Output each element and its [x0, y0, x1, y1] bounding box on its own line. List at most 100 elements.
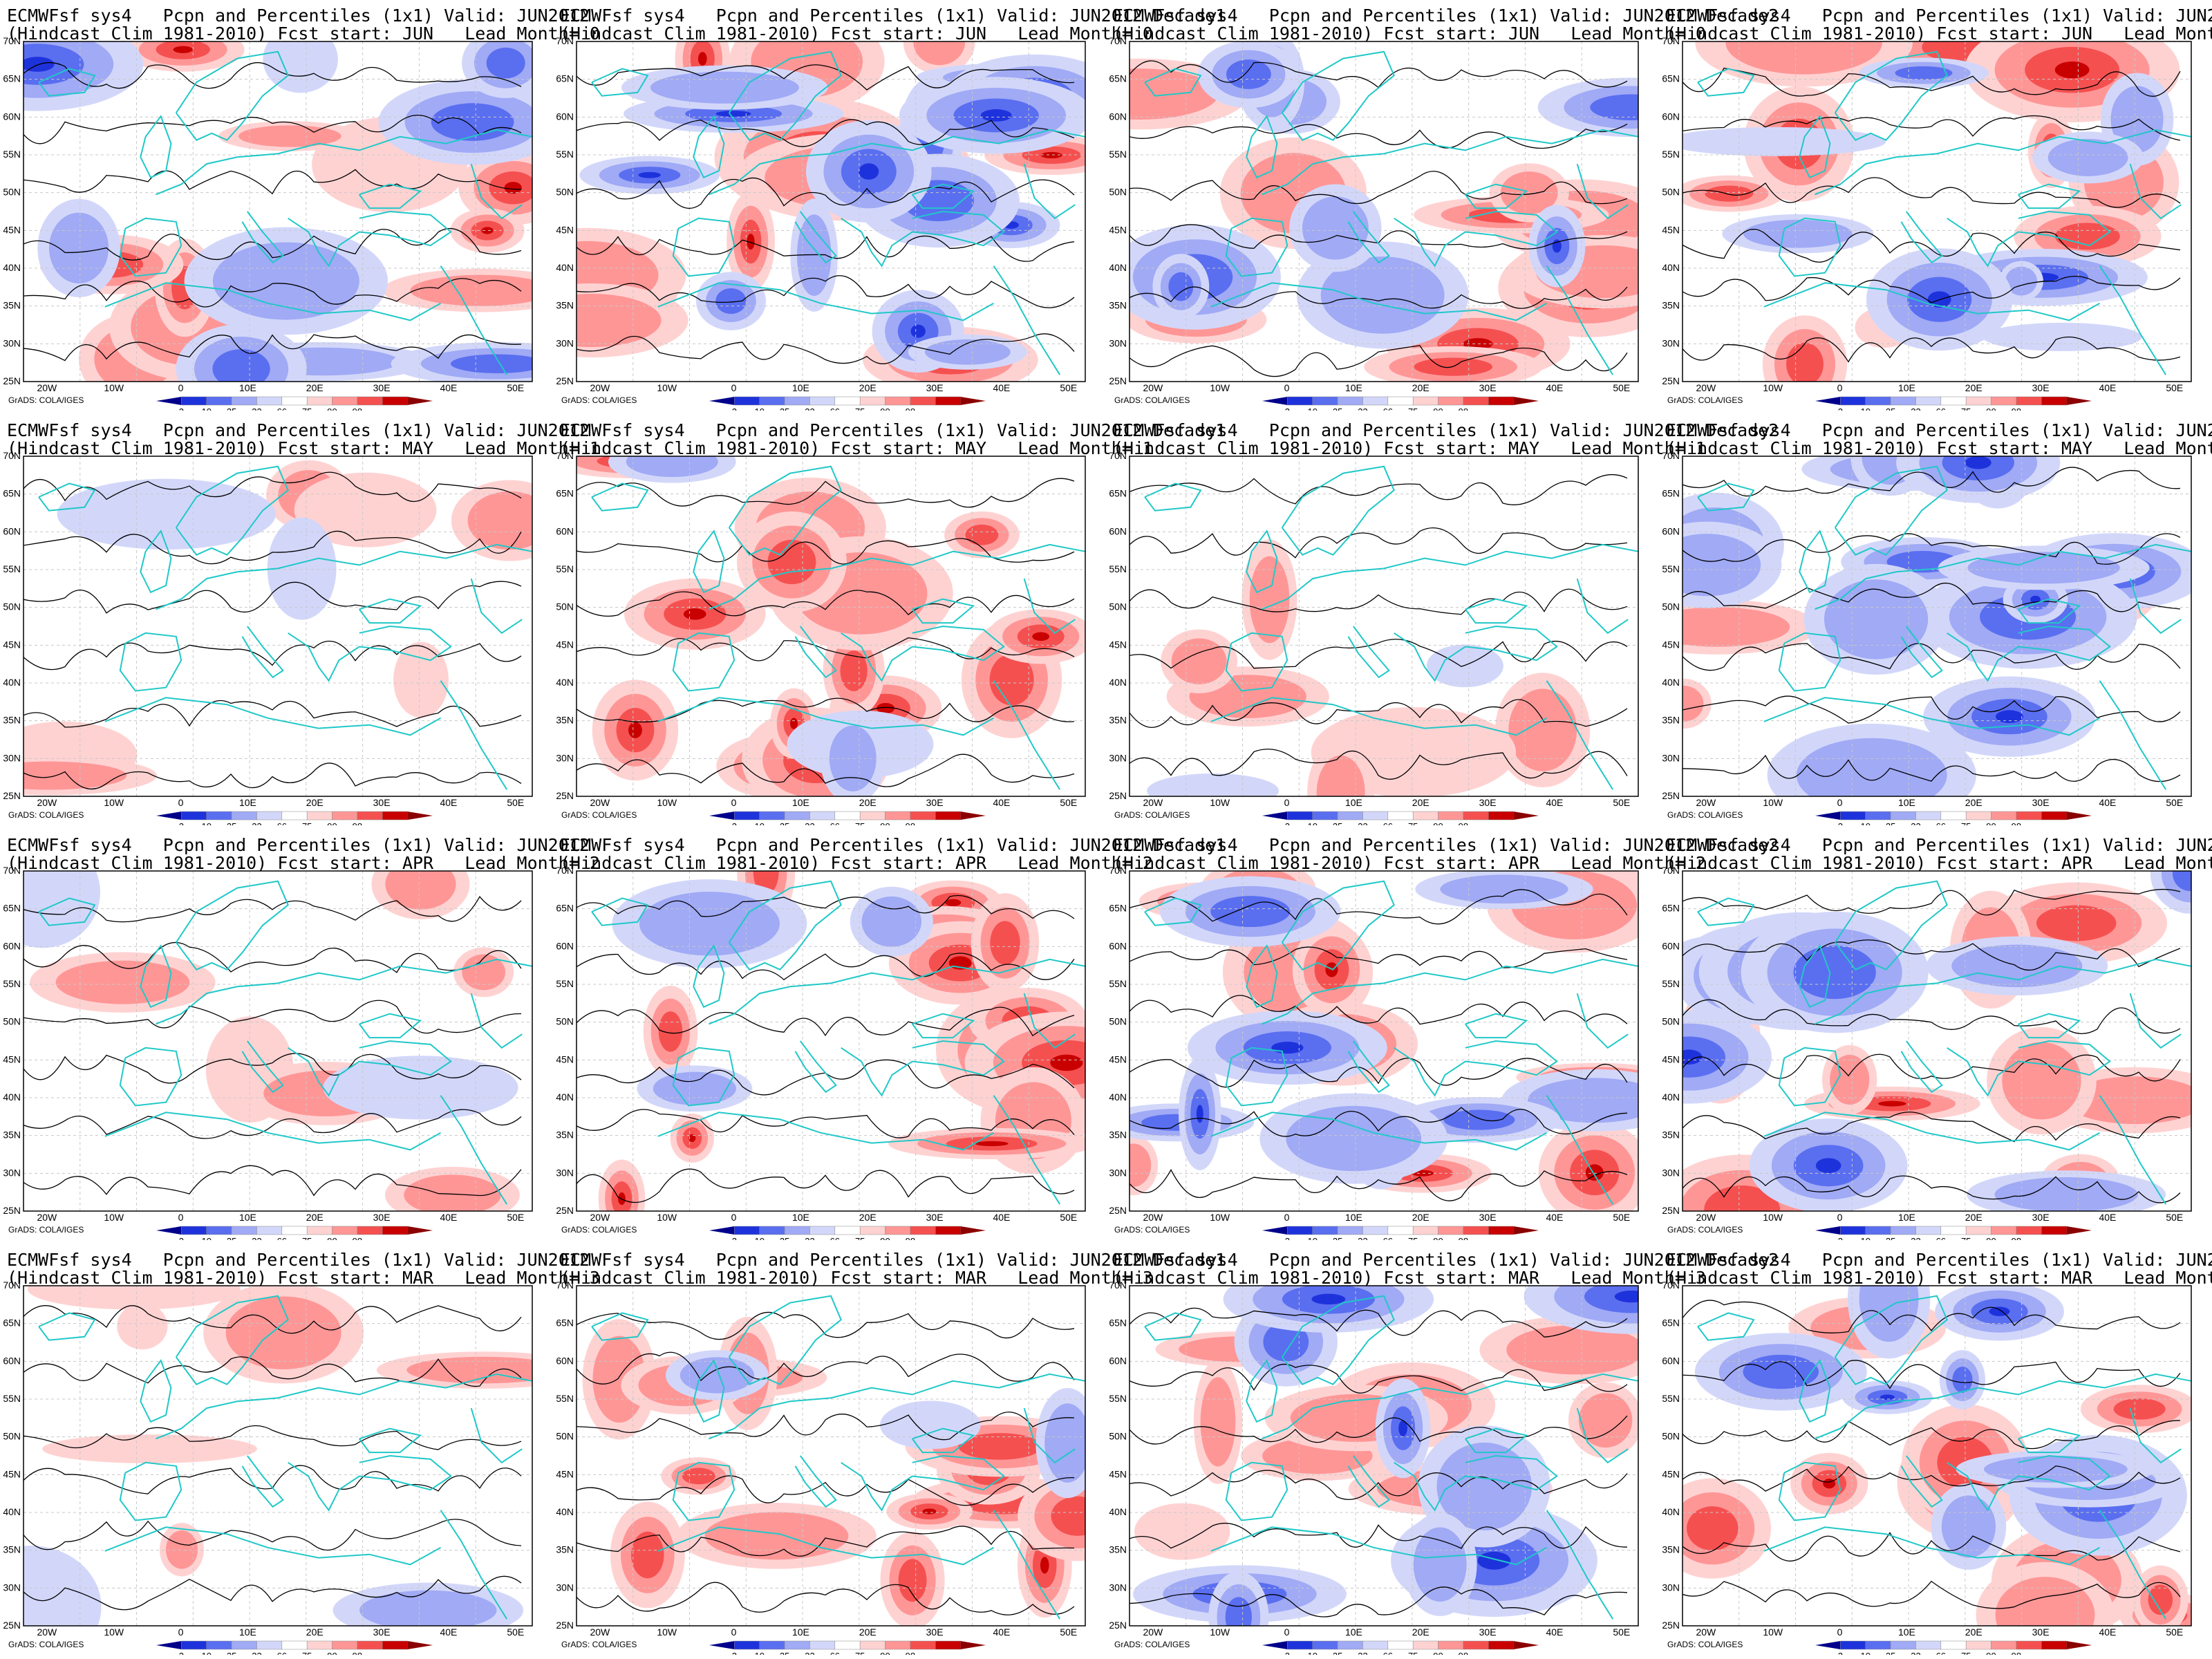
lat-label: 40N — [3, 1506, 21, 1517]
panel-title: ECMWFsf sys4 Pcpn and Percentiles (1x1) … — [7, 422, 600, 458]
lon-label: 20W — [1143, 1627, 1163, 1638]
lat-label: 60N — [1109, 940, 1127, 951]
colorbar-label: 75 — [855, 1236, 865, 1240]
anomaly-blob — [294, 472, 437, 547]
lat-label: 50N — [1662, 1016, 1680, 1027]
anomaly-shading — [1683, 871, 2191, 1211]
coastlines — [1697, 50, 2192, 375]
lon-label: 50E — [1613, 797, 1630, 808]
lon-label: 10W — [1763, 382, 1783, 393]
lat-label: 50N — [3, 187, 21, 198]
lat-label: 50N — [1109, 1016, 1127, 1027]
climatology-contours — [1130, 474, 1628, 780]
colorbar-swatch — [181, 1640, 207, 1650]
lon-label: 30E — [926, 1212, 944, 1223]
lon-label: 20W — [1143, 797, 1163, 808]
lat-label: 70N — [556, 865, 574, 876]
lon-label: 20E — [1965, 382, 1983, 393]
lat-label: 25N — [556, 790, 574, 801]
colorbar-swatch — [910, 811, 936, 821]
anomaly-blob — [48, 212, 109, 284]
lat-label: 70N — [1662, 35, 1680, 46]
anomaly-blob — [1249, 556, 1290, 644]
lat-label: 55N — [1662, 563, 1680, 574]
anomaly-blob — [1793, 946, 1876, 1000]
grads-credit: GrADS: COLA/IGES — [1114, 1225, 1190, 1235]
colorbar-swatch — [960, 1226, 986, 1235]
climatology-contours — [24, 62, 522, 362]
precip-percentile-map: 70N 65N 60N 55N 50N 45N 40N 35N 30N 25N 20W 10W 0 10E… — [556, 865, 1086, 1240]
anomaly-blob — [1877, 1100, 1906, 1107]
grads-credit: GrADS: COLA/IGES — [1114, 810, 1190, 820]
lat-label: 60N — [556, 111, 574, 122]
lon-label: 20W — [37, 797, 57, 808]
forecast-panel: ECMWFsf sys4 Pcpn and Percentiles (1x1) … — [3, 3, 600, 411]
map-frame — [1682, 41, 2192, 382]
colorbar: 2 10 25 33 66 75 90 98 — [156, 811, 433, 825]
lat-label: 30N — [556, 752, 574, 763]
forecast-panel: ECMWFsf sys4 Pcpn and Percentiles (1x1) … — [1662, 3, 2212, 411]
lat-label: 30N — [1109, 1582, 1127, 1593]
lon-label: 10E — [1898, 797, 1915, 808]
colorbar-swatch — [935, 396, 961, 406]
colorbar-label: 25 — [1886, 821, 1895, 825]
lon-label: 50E — [2166, 382, 2183, 393]
lon-label: 30E — [1479, 1627, 1497, 1638]
colorbar-swatch — [1940, 1226, 1967, 1235]
grads-credit: GrADS: COLA/IGES — [561, 395, 637, 405]
lat-label: 35N — [1662, 1130, 1680, 1141]
lat-label: 40N — [1109, 677, 1127, 688]
lat-label: 50N — [1662, 601, 1680, 612]
anomaly-blob — [2002, 1042, 2081, 1120]
lat-label: 25N — [556, 375, 574, 386]
panel-title-line2: (Hindcast Clim 1981-2010) Fcst start: MA… — [560, 438, 1153, 458]
colorbar-label: 66 — [1936, 406, 1946, 411]
lon-label: 0 — [1284, 1212, 1290, 1223]
climatology-contours — [1683, 1300, 2181, 1609]
colorbar-swatch — [784, 811, 810, 821]
lat-label: 45N — [556, 224, 574, 235]
anomaly-blob — [55, 960, 190, 1004]
colorbar-swatch — [784, 1226, 810, 1235]
panel-title-line2: (Hindcast Clim 1981-2010) Fcst start: AP… — [7, 853, 600, 873]
anomaly-blob — [1443, 1109, 1515, 1130]
anomaly-blob — [1320, 256, 1445, 334]
colorbar-swatch — [1312, 1640, 1338, 1650]
coastlines — [591, 50, 1086, 375]
lon-label: 20W — [1696, 1627, 1716, 1638]
lat-label: 65N — [1662, 73, 1680, 84]
colorbar-label: 98 — [906, 1236, 915, 1240]
colorbar-swatch — [1915, 396, 1942, 406]
lon-label: 30E — [373, 797, 391, 808]
lon-label: 10E — [1898, 1212, 1915, 1223]
precip-percentile-map: 70N 65N 60N 55N 50N 45N 40N 35N 30N 25N 20W 10W 0 10E… — [3, 35, 533, 411]
colorbar-swatch — [231, 1640, 257, 1650]
coastlines — [591, 465, 1086, 790]
colorbar-label: 33 — [252, 821, 261, 825]
colorbar-label: 90 — [880, 406, 890, 411]
lat-label: 65N — [1662, 1318, 1680, 1329]
anomaly-blob — [1210, 896, 1291, 928]
colorbar-swatch — [332, 811, 358, 821]
forecast-panel: ECMWFsf sys4 Pcpn and Percentiles (1x1) … — [3, 418, 600, 826]
anomaly-blob — [404, 1174, 501, 1211]
colorbar-label: 33 — [252, 1651, 261, 1655]
colorbar-swatch — [1463, 1226, 1489, 1235]
lat-label: 70N — [1109, 450, 1127, 461]
colorbar: 2 10 25 33 66 75 90 98 — [1815, 396, 2092, 411]
colorbar-swatch — [1991, 1640, 2017, 1650]
colorbar-label: 33 — [805, 821, 814, 825]
colorbar-swatch — [156, 397, 182, 405]
colorbar-swatch — [407, 1226, 433, 1235]
lat-label: 60N — [3, 111, 21, 122]
climatology-contours — [24, 1305, 522, 1611]
climatology-contours — [577, 1311, 1075, 1615]
lon-label: 20W — [1696, 382, 1716, 393]
lat-label: 70N — [3, 865, 21, 876]
anomaly-blob — [913, 41, 966, 66]
lat-label: 60N — [556, 525, 574, 536]
lat-label: 50N — [1109, 601, 1127, 612]
lon-label: 20W — [1143, 1212, 1163, 1223]
precip-percentile-map: 70N 65N 60N 55N 50N 45N 40N 35N 30N 25N 20W 10W 0 10E… — [556, 35, 1086, 411]
lon-label: 50E — [1060, 797, 1077, 808]
